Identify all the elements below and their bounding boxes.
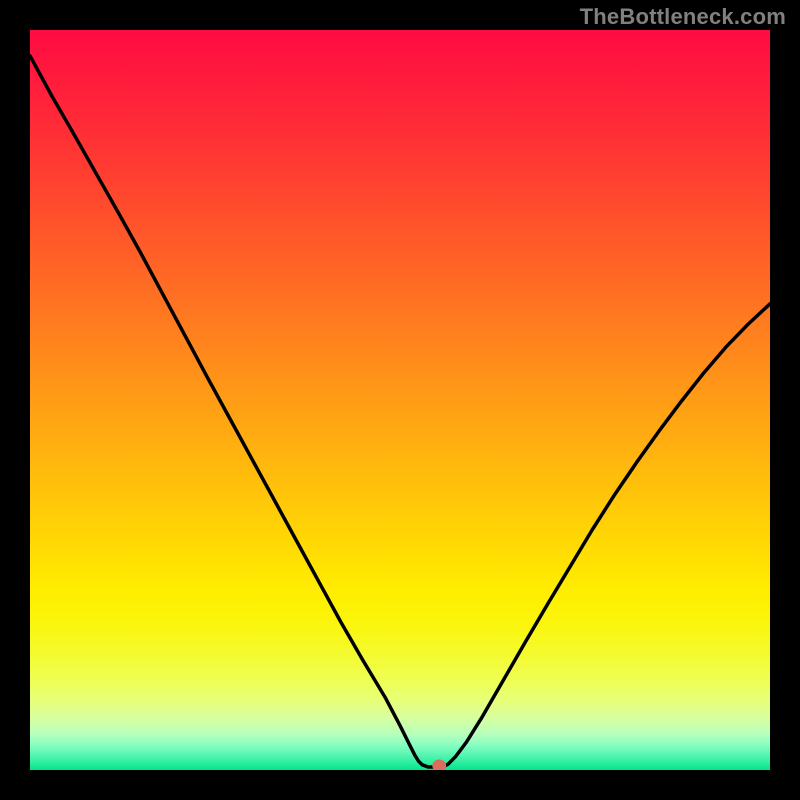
chart-container: TheBottleneck.com: [0, 0, 800, 800]
plot-area: [30, 30, 770, 770]
watermark-text: TheBottleneck.com: [580, 4, 786, 30]
minimum-marker: [432, 760, 446, 770]
curve-layer: [30, 30, 770, 770]
bottleneck-curve: [30, 56, 770, 767]
